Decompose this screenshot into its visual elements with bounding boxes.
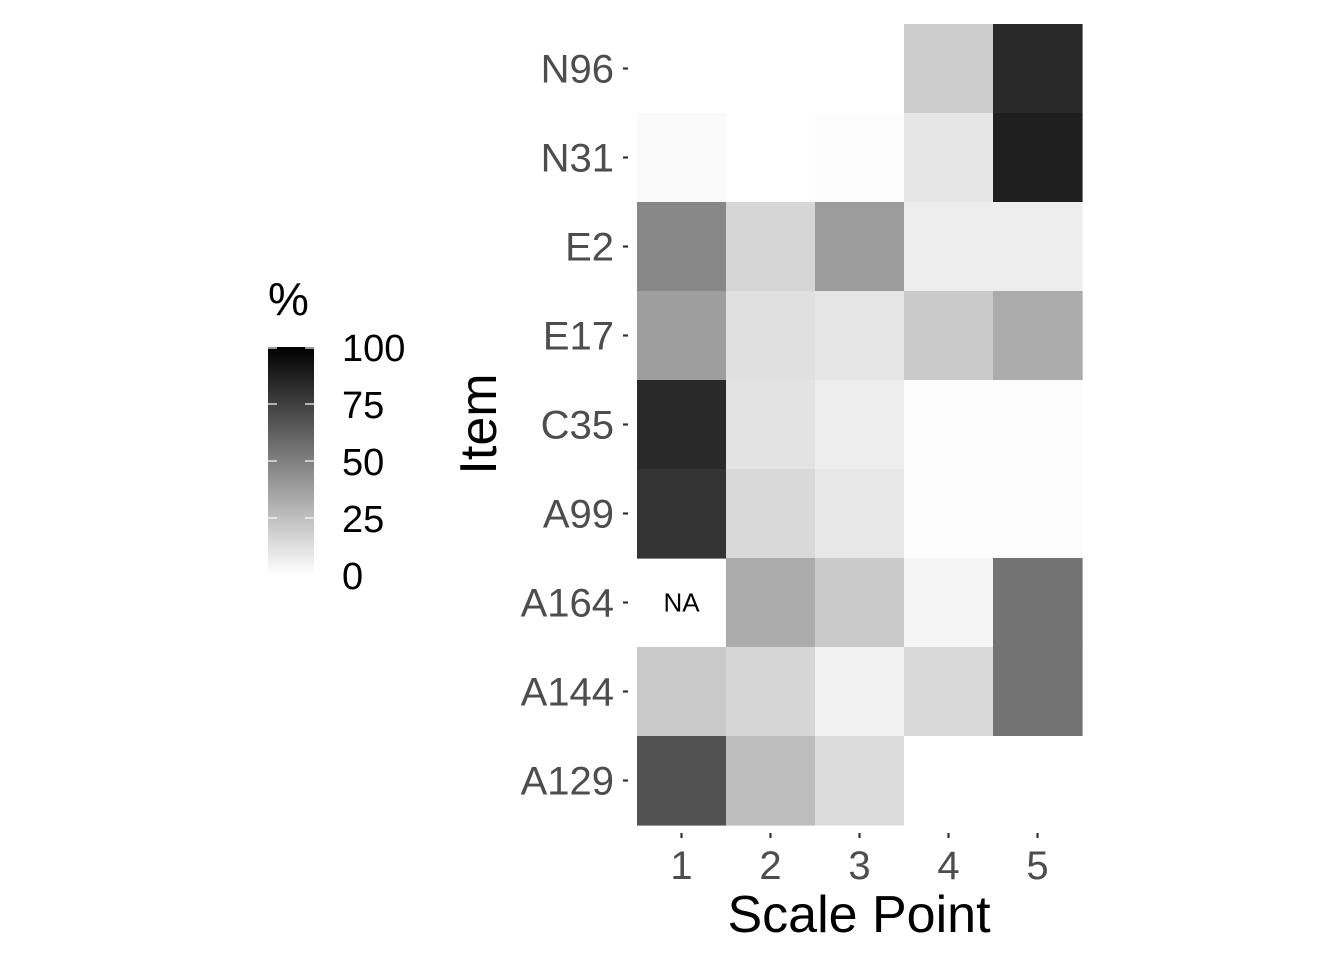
- heatmap-cell-A129-5: [993, 736, 1083, 826]
- heatmap-cell-E17-5: [993, 291, 1083, 381]
- heatmap-cell-C35-5: [993, 380, 1083, 470]
- heatmap-cell-A144-3: [815, 647, 905, 737]
- x-tick-label: 5: [1026, 844, 1048, 888]
- heatmap-cell-A99-2: [726, 469, 816, 559]
- y-tick-label: A99: [543, 493, 614, 537]
- heatmap-cell-E2-3: [815, 202, 905, 292]
- heatmap-cell-N96-4: [904, 24, 994, 114]
- x-tick-label: 1: [670, 844, 692, 888]
- heatmap-cell-N96-5: [993, 24, 1083, 114]
- y-tick-label: E2: [565, 226, 614, 270]
- heatmap-cell-A129-4: [904, 736, 994, 826]
- y-tick-label: A144: [521, 671, 614, 715]
- heatmap-cell-N96-1: [637, 24, 727, 114]
- na-labels: NA: [663, 588, 700, 618]
- heatmap-cell-N31-3: [815, 113, 905, 203]
- heatmap-cell-E2-5: [993, 202, 1083, 292]
- legend-tick-label: 25: [342, 499, 384, 541]
- heatmap-cell-A164-4: [904, 558, 994, 648]
- legend-tick-label: 100: [342, 328, 405, 370]
- heatmap-cell-A129-3: [815, 736, 905, 826]
- x-tick-label: 4: [937, 844, 959, 888]
- legend-ticks: 100 75 50 25 0: [268, 328, 405, 598]
- na-cell-label: NA: [663, 588, 700, 618]
- heatmap-cell-E17-4: [904, 291, 994, 381]
- heatmap-cell-E2-1: [637, 202, 727, 292]
- heatmap-cell-C35-1: [637, 380, 727, 470]
- heatmap-cell-N31-2: [726, 113, 816, 203]
- heatmap-cell-E17-3: [815, 291, 905, 381]
- x-axis: 1 2 3 4 5: [670, 833, 1049, 888]
- heatmap-cell-A164-3: [815, 558, 905, 648]
- y-tick-label: N96: [541, 48, 614, 92]
- heatmap-cell-A144-2: [726, 647, 816, 737]
- heatmap-cell-N31-4: [904, 113, 994, 203]
- heatmap-cell-E2-2: [726, 202, 816, 292]
- x-tick-label: 3: [848, 844, 870, 888]
- heatmap-cell-C35-4: [904, 380, 994, 470]
- heatmap-cell-E2-4: [904, 202, 994, 292]
- heatmap-cell-A129-2: [726, 736, 816, 826]
- heatmap-cell-N31-5: [993, 113, 1083, 203]
- legend-tick-label: 0: [342, 556, 363, 598]
- heatmap-cell-N96-2: [726, 24, 816, 114]
- heatmap-cell-A99-5: [993, 469, 1083, 559]
- y-axis: N96 N31 E2 E17 C35 A99 A164 A144 A129: [521, 48, 628, 804]
- heatmap-cell-A144-1: [637, 647, 727, 737]
- heatmap-cell-N96-3: [815, 24, 905, 114]
- heatmap-cell-A144-4: [904, 647, 994, 737]
- y-tick-label: A164: [521, 582, 614, 626]
- y-tick-label: A129: [521, 760, 614, 804]
- heatmap-cell-A164-2: [726, 558, 816, 648]
- legend-tick-label: 50: [342, 442, 384, 484]
- heatmap-cells: [637, 24, 1083, 826]
- heatmap-cell-C35-2: [726, 380, 816, 470]
- y-axis-title: Item: [450, 373, 508, 474]
- heatmap-cell-N31-1: [637, 113, 727, 203]
- legend-title: %: [268, 273, 309, 325]
- heatmap-cell-E17-1: [637, 291, 727, 381]
- x-tick-label: 2: [759, 844, 781, 888]
- heatmap-cell-A99-3: [815, 469, 905, 559]
- heatmap-cell-A99-4: [904, 469, 994, 559]
- heatmap-cell-A164-5: [993, 558, 1083, 648]
- color-legend: % 100 75 50 25 0: [268, 273, 405, 598]
- y-tick-label: E17: [543, 315, 614, 359]
- legend-tick-label: 75: [342, 385, 384, 427]
- heatmap-cell-A129-1: [637, 736, 727, 826]
- heatmap-cell-E17-2: [726, 291, 816, 381]
- heatmap-cell-A144-5: [993, 647, 1083, 737]
- heatmap-cell-A99-1: [637, 469, 727, 559]
- heatmap-cell-C35-3: [815, 380, 905, 470]
- y-tick-label: N31: [541, 137, 614, 181]
- x-axis-title: Scale Point: [727, 886, 991, 944]
- y-tick-label: C35: [541, 404, 614, 448]
